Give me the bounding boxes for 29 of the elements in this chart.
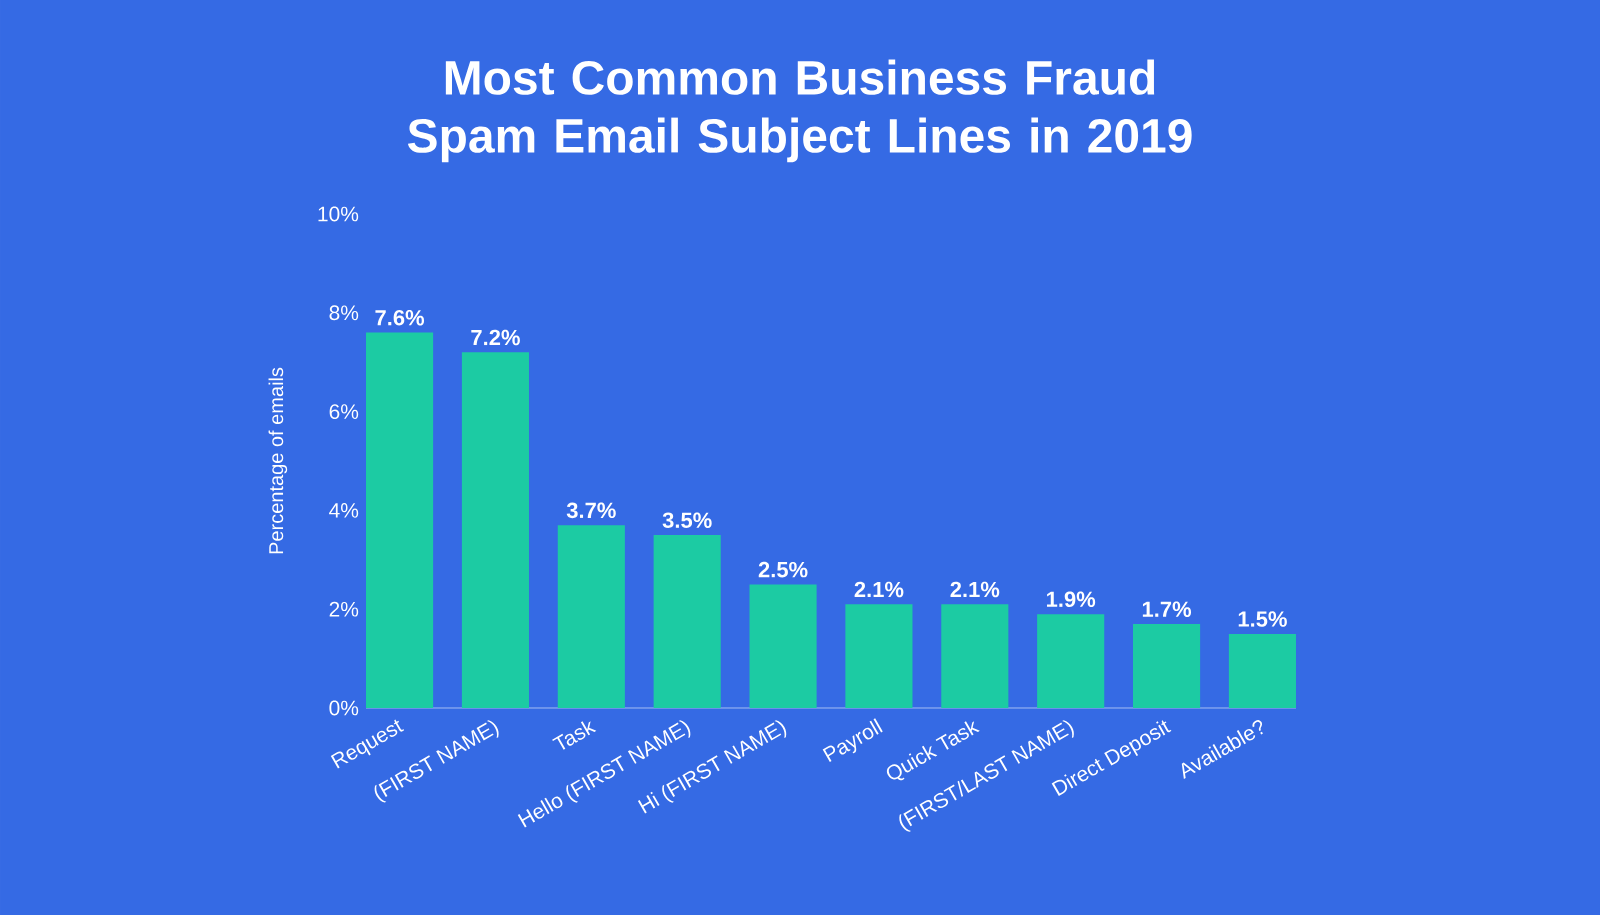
x-tick-label: Task xyxy=(552,721,597,750)
bar xyxy=(366,332,434,708)
bar xyxy=(941,604,1009,708)
bar xyxy=(1037,614,1105,708)
y-tick-label: 4% xyxy=(329,503,359,518)
bar xyxy=(461,352,529,708)
bar xyxy=(1228,633,1296,708)
y-tick-label: 6% xyxy=(329,404,359,420)
y-tick-label: 2% xyxy=(329,601,359,617)
data-label: 2.1% xyxy=(950,581,1000,598)
data-label: 7.2% xyxy=(471,329,520,346)
y-axis-title: Percentage of emails xyxy=(268,367,288,554)
bar xyxy=(1133,624,1201,708)
chart-title: Most Common Business Fraud Spam Email Subject Lines in 2019 xyxy=(407,59,1192,163)
data-label: 3.7% xyxy=(566,502,616,519)
data-label: 2.5% xyxy=(758,561,808,578)
bar xyxy=(653,535,721,708)
y-tick-label: 8% xyxy=(329,305,359,321)
bar xyxy=(749,584,817,708)
y-tick-label: 0% xyxy=(329,700,359,716)
data-label: 1.7% xyxy=(1142,601,1192,617)
bar xyxy=(557,525,625,708)
bar xyxy=(845,604,913,708)
data-label: 1.5% xyxy=(1238,611,1287,627)
data-label: 2.1% xyxy=(854,581,904,598)
y-tick-label: 10% xyxy=(318,206,359,222)
data-label: 3.5% xyxy=(662,512,712,529)
data-label: 7.6% xyxy=(375,309,425,326)
data-label: 1.9% xyxy=(1046,591,1096,608)
